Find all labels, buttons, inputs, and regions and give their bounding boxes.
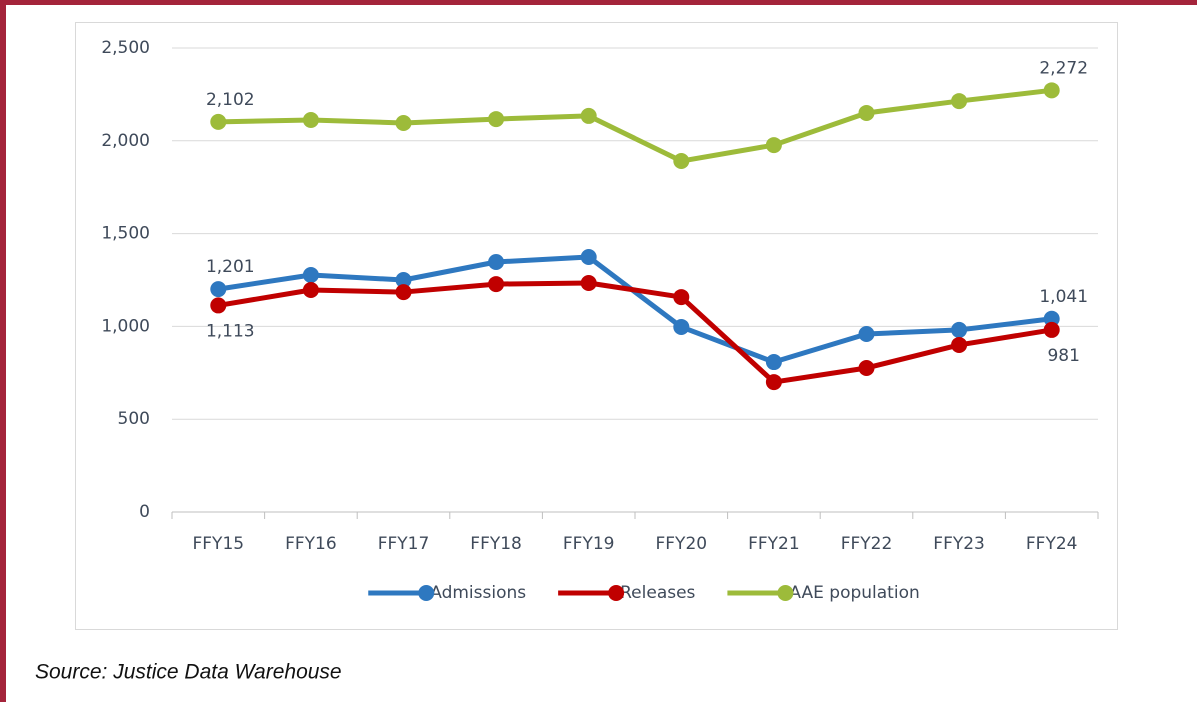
data-label: 1,113: [206, 321, 255, 341]
x-tick-label: FFY15: [193, 534, 245, 554]
data-point: [580, 248, 597, 265]
data-point: [951, 336, 968, 353]
data-point: [210, 297, 227, 314]
data-point: [395, 284, 412, 301]
x-tick-label: FFY24: [1026, 534, 1078, 554]
data-label: 1,041: [1039, 287, 1088, 307]
y-tick-label: 2,000: [101, 131, 150, 151]
legend-marker: [418, 585, 435, 601]
data-point: [580, 274, 597, 291]
data-point: [395, 272, 412, 288]
x-tick-label: FFY20: [656, 534, 708, 554]
top-border: [0, 0, 1197, 5]
data-point: [580, 107, 597, 124]
x-tick-label: FFY18: [470, 534, 522, 554]
data-point: [765, 354, 782, 371]
left-border: [0, 0, 6, 702]
data-point: [302, 266, 319, 283]
data-point: [673, 318, 690, 335]
x-tick-label: FFY22: [841, 534, 893, 554]
source-note: Source: Justice Data Warehouse: [35, 661, 342, 684]
data-point: [1043, 310, 1060, 327]
data-point: [951, 93, 968, 110]
legend-label: Admissions: [430, 583, 526, 603]
x-tick-label: FFY17: [378, 534, 430, 554]
y-tick-label: 1,500: [101, 224, 150, 244]
x-tick-label: FFY16: [285, 534, 337, 554]
series-line: [217, 254, 1052, 365]
legend-marker: [608, 585, 625, 601]
series-line: [217, 280, 1053, 385]
data-point: [951, 321, 968, 338]
x-tick-label: FFY23: [933, 534, 985, 554]
data-point: [858, 326, 875, 343]
legend-label: AAE population: [789, 583, 919, 603]
y-tick-label: 0: [139, 502, 150, 522]
data-point: [765, 374, 782, 391]
series-line: [218, 87, 1052, 164]
y-tick-label: 2,500: [101, 38, 150, 58]
data-point: [302, 112, 319, 129]
x-tick-label: FFY19: [563, 534, 615, 554]
data-point: [488, 276, 505, 293]
data-point: [858, 359, 875, 376]
data-point: [673, 289, 690, 306]
data-point: [210, 281, 227, 298]
data-point: [1043, 82, 1060, 99]
data-point: [488, 111, 505, 128]
x-tick-label: FFY21: [748, 534, 800, 554]
data-label: 981: [1047, 346, 1079, 366]
data-point: [673, 153, 690, 170]
data-point: [302, 282, 319, 299]
y-tick-label: 1,000: [101, 316, 150, 336]
data-point: [395, 114, 412, 131]
data-label: 1,201: [206, 257, 255, 277]
data-point: [210, 113, 227, 130]
data-point: [858, 104, 875, 121]
legend-label: Releases: [620, 583, 695, 603]
y-tick-label: 500: [118, 409, 150, 429]
legend-marker: [777, 585, 794, 601]
data-point: [488, 253, 505, 270]
data-point: [1043, 321, 1060, 338]
data-label: 2,272: [1039, 58, 1088, 78]
data-point: [765, 137, 782, 154]
chart-frame: [75, 22, 1118, 630]
data-label: 2,102: [206, 90, 255, 110]
